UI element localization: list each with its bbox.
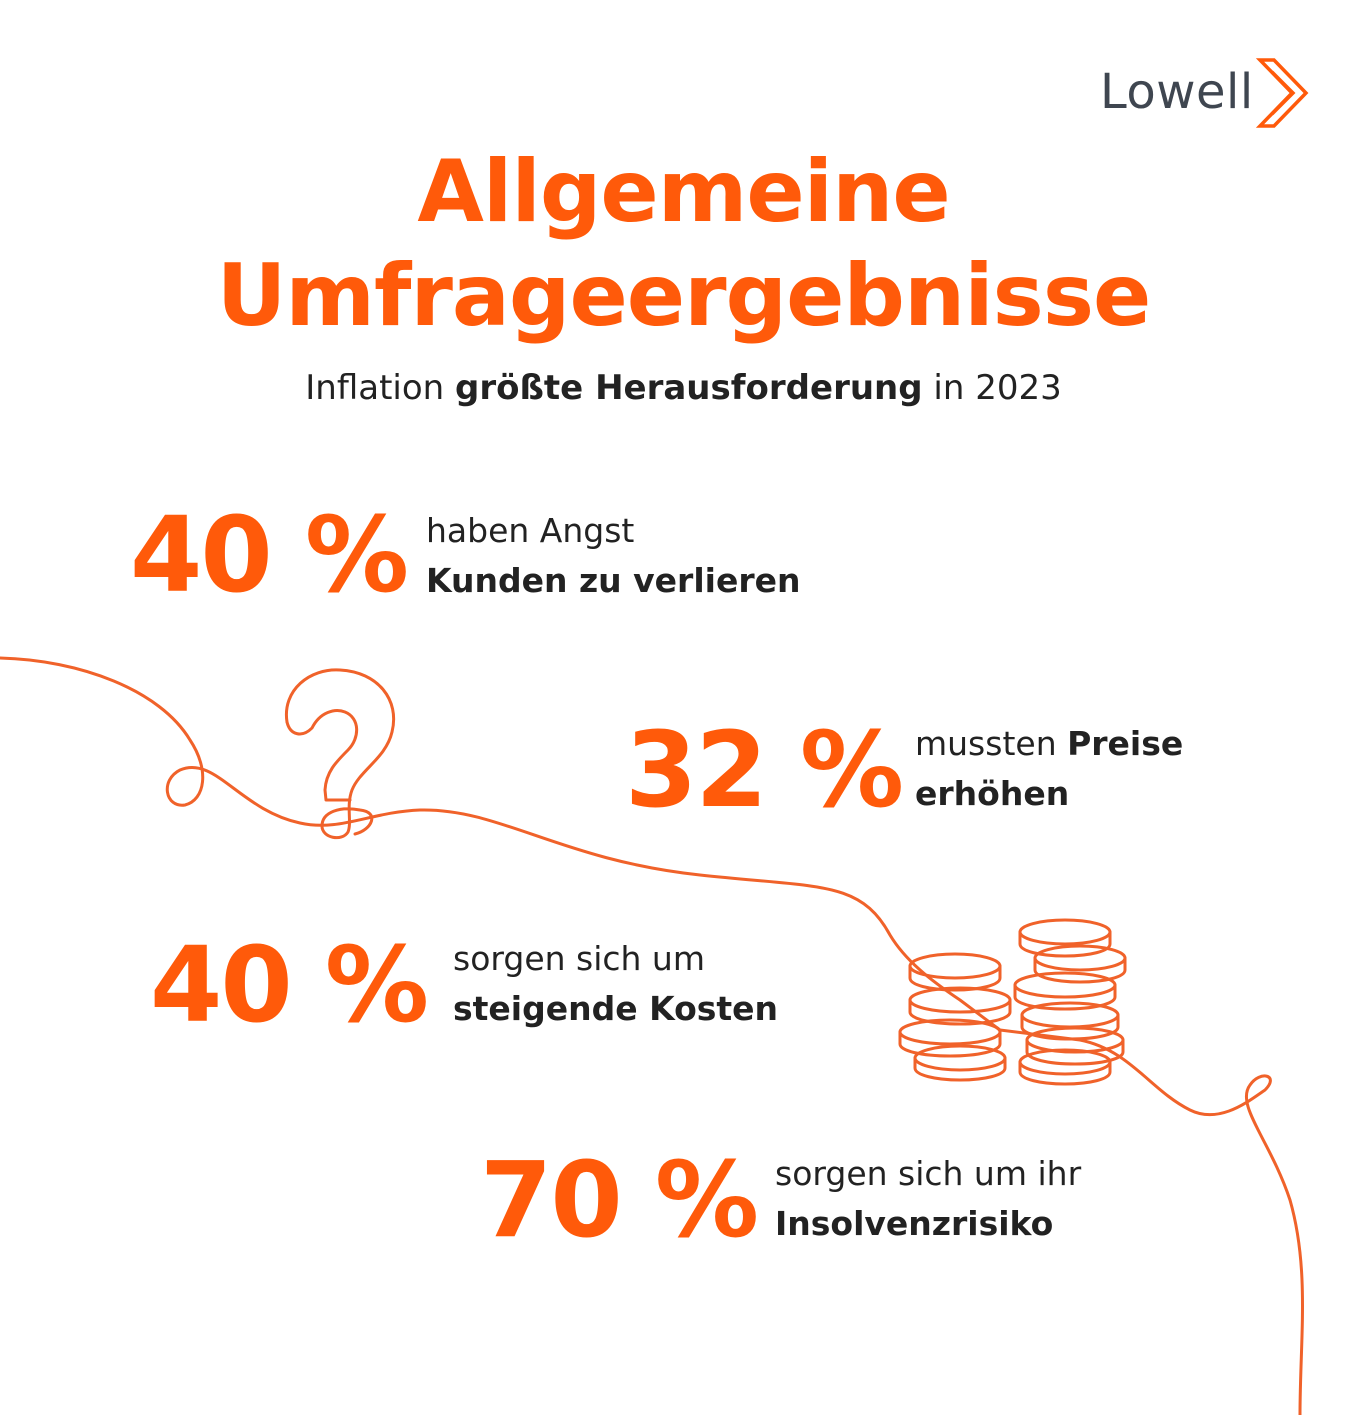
stat-line-1: sorgen sich um ihr xyxy=(775,1154,1082,1193)
coin-stack-icon xyxy=(898,918,1127,1086)
stat-line-1-pre: mussten xyxy=(915,724,1068,763)
stat-text: mussten Preise erhöhen xyxy=(915,719,1183,819)
stat-line-2: Insolvenzrisiko xyxy=(775,1204,1054,1243)
stat-text: sorgen sich um ihr Insolvenzrisiko xyxy=(775,1149,1081,1249)
brand-logo: Lowell xyxy=(1100,58,1330,128)
stat-line-1: haben Angst xyxy=(426,511,635,550)
stat-text: sorgen sich um steigende Kosten xyxy=(453,934,778,1034)
stat-value: 70 % xyxy=(480,1139,759,1261)
subtitle-part-2: größte Herausforderung xyxy=(455,368,923,408)
stat-value: 40 % xyxy=(150,924,429,1046)
chevron-right-icon xyxy=(1255,58,1309,128)
title-line-2: Umfrageergebnisse xyxy=(216,246,1152,346)
subtitle-part-1: Inflation xyxy=(305,368,456,408)
page-title: Allgemeine Umfrageergebnisse xyxy=(0,140,1367,348)
title-line-1: Allgemeine xyxy=(417,142,950,242)
stat-line-2: steigende Kosten xyxy=(453,989,779,1028)
brand-name: Lowell xyxy=(1100,64,1254,120)
stat-value: 32 % xyxy=(625,709,904,831)
question-mark-icon xyxy=(284,668,395,840)
stat-value: 40 % xyxy=(130,494,409,616)
stat-line-2: Kunden zu verlieren xyxy=(426,561,801,600)
stat-text: haben Angst Kunden zu verlieren xyxy=(426,506,800,606)
subtitle-part-3: in 2023 xyxy=(922,368,1062,408)
stat-line-2: erhöhen xyxy=(915,774,1070,813)
stat-line-1: sorgen sich um xyxy=(453,939,705,978)
stat-line-1-bold: Preise xyxy=(1067,724,1184,763)
page-subtitle: Inflation größte Herausforderung in 2023 xyxy=(0,368,1367,408)
